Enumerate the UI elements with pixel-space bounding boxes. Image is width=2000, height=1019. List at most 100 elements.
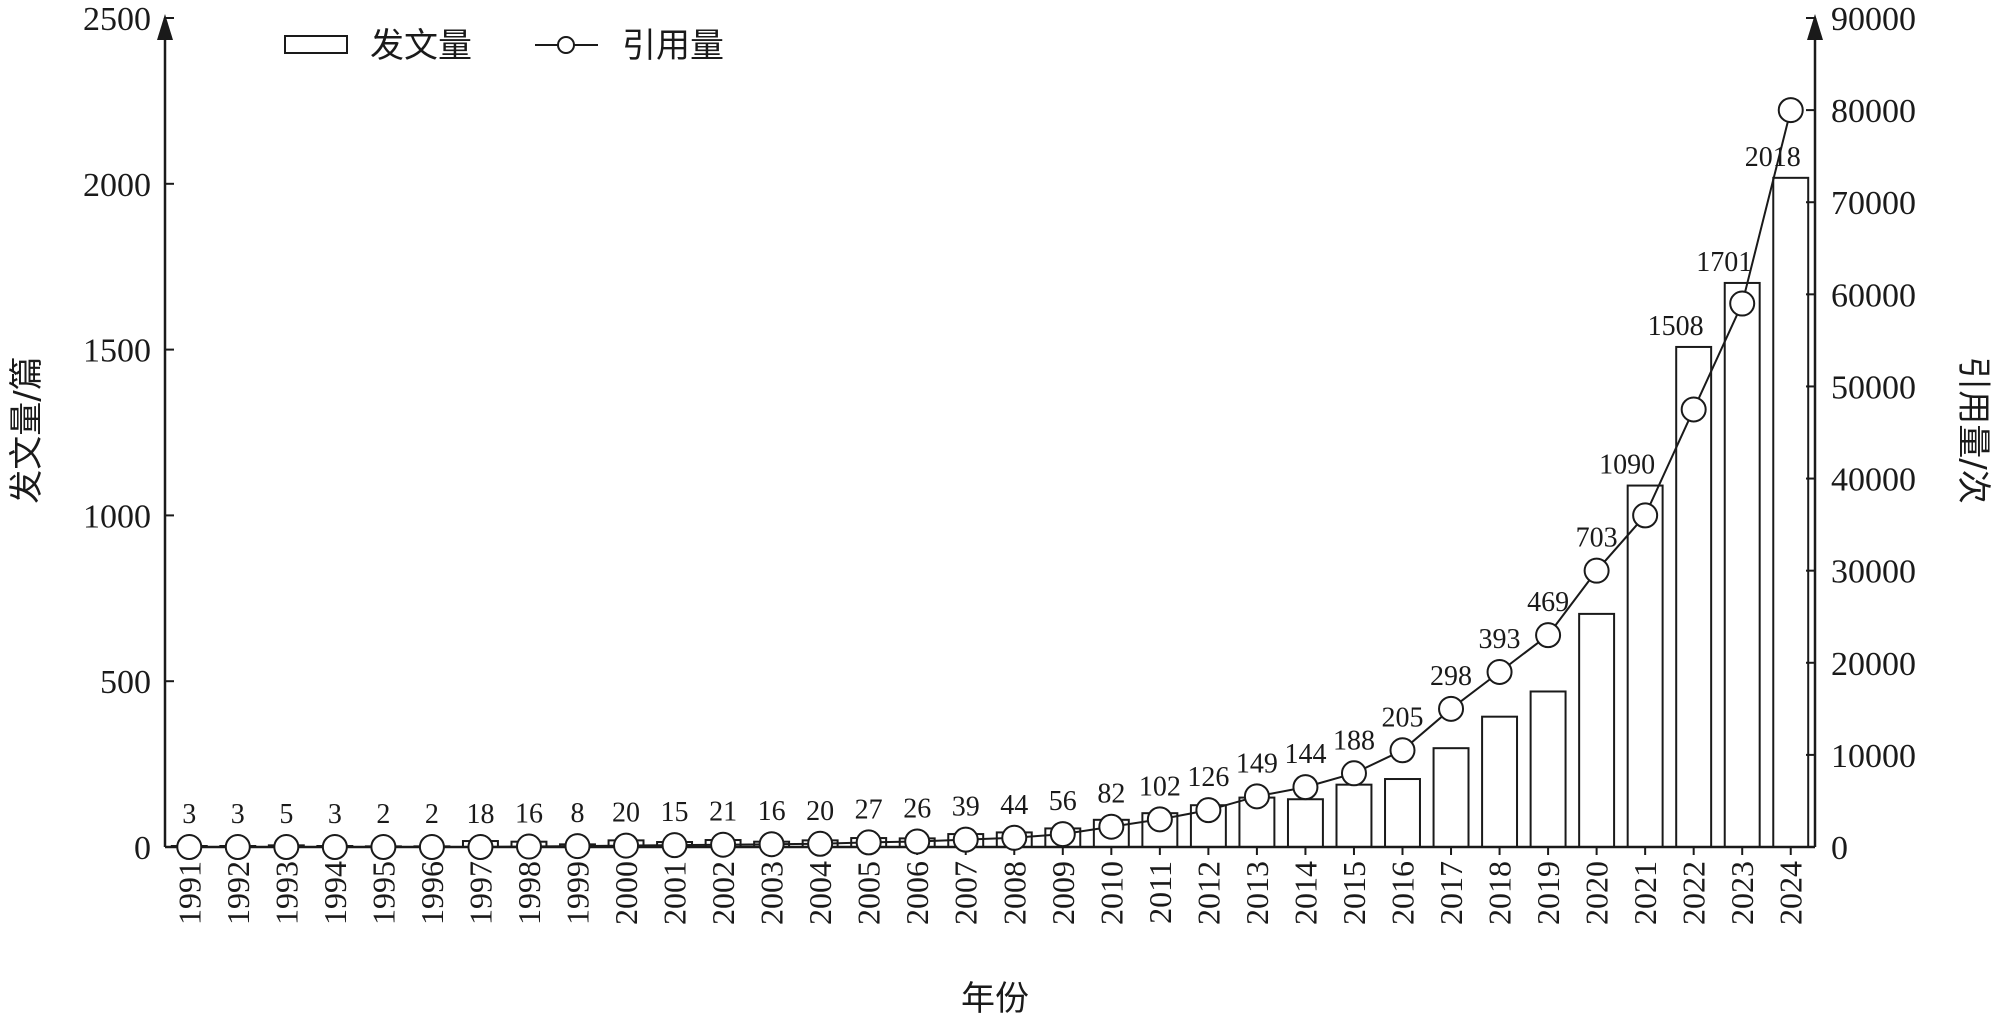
citation-point-2022 xyxy=(1680,396,1707,423)
x-tick-label-2000: 2000 xyxy=(608,861,644,925)
x-tick-label-2007: 2007 xyxy=(948,861,984,925)
bar-value-label-2023: 1701 xyxy=(1696,247,1752,278)
bar-2024 xyxy=(1772,176,1810,849)
citation-point-2007 xyxy=(952,826,979,853)
bar-value-label-2024: 2018 xyxy=(1745,142,1801,173)
citation-point-1994 xyxy=(321,834,348,860)
axes-layer: 0 500 1000 1500 2000 2500 0 10000 20000 30000 4000… xyxy=(83,1,1916,925)
bar-value-label-2018: 393 xyxy=(1479,624,1521,655)
legend-line-marker xyxy=(557,36,575,54)
bar-value-label-2000: 20 xyxy=(612,798,640,829)
bar-2019 xyxy=(1529,690,1567,849)
bar-value-label-2019: 469 xyxy=(1527,587,1569,618)
y-right-tick-label-0: 0 xyxy=(1831,830,1848,867)
x-tick-label-2012: 2012 xyxy=(1190,861,1226,925)
citation-point-2013 xyxy=(1243,783,1270,810)
y-left-tick-label-2500: 2500 xyxy=(83,1,151,38)
bar-value-label-2011: 102 xyxy=(1139,771,1181,802)
citation-point-2004 xyxy=(807,830,834,857)
citation-point-2017 xyxy=(1438,695,1465,722)
y-right-tick-label-10000: 10000 xyxy=(1831,738,1916,775)
x-tick-label-2017: 2017 xyxy=(1433,861,1469,925)
x-tick-label-2001: 2001 xyxy=(657,861,693,925)
bar-value-label-2014: 144 xyxy=(1284,739,1326,770)
citation-point-2000 xyxy=(613,832,640,859)
bar-value-label-1995: 2 xyxy=(376,799,390,830)
citation-point-2023 xyxy=(1729,290,1756,317)
bar-value-label-1997: 18 xyxy=(466,799,494,830)
y-left-tick-label-1500: 1500 xyxy=(83,333,151,370)
bar-2018 xyxy=(1481,715,1519,849)
x-tick-label-2018: 2018 xyxy=(1482,861,1518,925)
x-tick-label-2011: 2011 xyxy=(1142,861,1178,924)
y-right-tick-label-20000: 20000 xyxy=(1831,646,1916,683)
citation-point-1993 xyxy=(273,834,300,860)
x-tick-label-2020: 2020 xyxy=(1579,861,1615,925)
x-tick-label-2014: 2014 xyxy=(1287,861,1323,925)
bar-2017 xyxy=(1432,747,1470,849)
legend-line-label: 引用量 xyxy=(622,26,724,66)
citation-point-2021 xyxy=(1632,502,1659,529)
citation-point-2011 xyxy=(1146,806,1173,833)
bar-value-label-2010: 82 xyxy=(1097,779,1125,810)
citation-point-2024 xyxy=(1777,97,1804,124)
bar-value-label-2009: 56 xyxy=(1049,786,1077,817)
y-right-tick-label-30000: 30000 xyxy=(1831,554,1916,591)
x-tick-label-2023: 2023 xyxy=(1724,861,1760,925)
x-tick-label-2013: 2013 xyxy=(1239,861,1275,925)
citation-point-2009 xyxy=(1049,821,1076,848)
bar-value-label-1998: 16 xyxy=(515,799,543,830)
bar-value-label-2007: 39 xyxy=(952,792,980,823)
bar-value-label-2021: 1090 xyxy=(1599,450,1655,481)
citation-point-1996 xyxy=(418,834,445,860)
y-right-tick-label-50000: 50000 xyxy=(1831,369,1916,406)
y-axis-left-arrow-icon xyxy=(157,14,173,40)
legend-bar-swatch xyxy=(284,35,348,54)
citation-point-2008 xyxy=(1001,824,1028,851)
bar-value-label-2003: 16 xyxy=(758,796,786,827)
bar-value-label-1999: 8 xyxy=(571,798,585,829)
citation-point-1997 xyxy=(467,834,494,860)
legend: 发文量 引用量 xyxy=(284,26,724,66)
y-axis-title-right: 引用量/次 xyxy=(1953,356,1993,503)
citation-point-2003 xyxy=(758,831,785,858)
x-tick-label-1997: 1997 xyxy=(462,861,498,925)
x-tick-label-2010: 2010 xyxy=(1093,861,1129,925)
x-tick-label-1992: 1992 xyxy=(220,861,256,925)
bar-value-label-2022: 1508 xyxy=(1648,311,1704,342)
x-tick-label-2003: 2003 xyxy=(754,861,790,925)
bar-value-label-2008: 44 xyxy=(1000,790,1028,821)
citation-point-2012 xyxy=(1195,797,1222,824)
bar-value-label-1996: 2 xyxy=(425,799,439,830)
x-tick-label-1996: 1996 xyxy=(414,861,450,925)
y-right-tick-label-90000: 90000 xyxy=(1831,1,1916,38)
x-tick-label-2008: 2008 xyxy=(996,861,1032,925)
x-tick-label-2016: 2016 xyxy=(1385,861,1421,925)
bar-value-label-2005: 27 xyxy=(855,794,883,825)
y-right-tick-label-40000: 40000 xyxy=(1831,462,1916,499)
bar-2014 xyxy=(1286,798,1324,848)
x-tick-label-1994: 1994 xyxy=(317,861,353,925)
bar-value-label-2012: 126 xyxy=(1187,762,1229,793)
citation-point-2005 xyxy=(855,829,882,856)
citation-point-1995 xyxy=(370,834,397,860)
citation-point-2006 xyxy=(904,828,931,855)
citation-point-2002 xyxy=(710,831,737,858)
bar-value-label-1993: 5 xyxy=(279,799,293,830)
bar-value-label-2001: 15 xyxy=(661,797,689,828)
bar-value-label-2013: 149 xyxy=(1236,748,1278,779)
citation-point-1998 xyxy=(515,833,542,860)
citation-point-2010 xyxy=(1098,813,1125,840)
legend-bar-label: 发文量 xyxy=(370,26,472,66)
bar-value-label-2015: 188 xyxy=(1333,725,1375,756)
bar-value-label-2006: 26 xyxy=(903,793,931,824)
citation-point-1991 xyxy=(176,834,203,860)
citation-point-1992 xyxy=(224,834,251,860)
x-tick-label-2015: 2015 xyxy=(1336,861,1372,925)
citation-point-2020 xyxy=(1583,557,1610,584)
bar-2022 xyxy=(1675,345,1713,848)
y-axis-right-arrow-icon xyxy=(1807,14,1823,40)
x-tick-label-2004: 2004 xyxy=(802,861,838,925)
bar-2016 xyxy=(1384,778,1421,848)
